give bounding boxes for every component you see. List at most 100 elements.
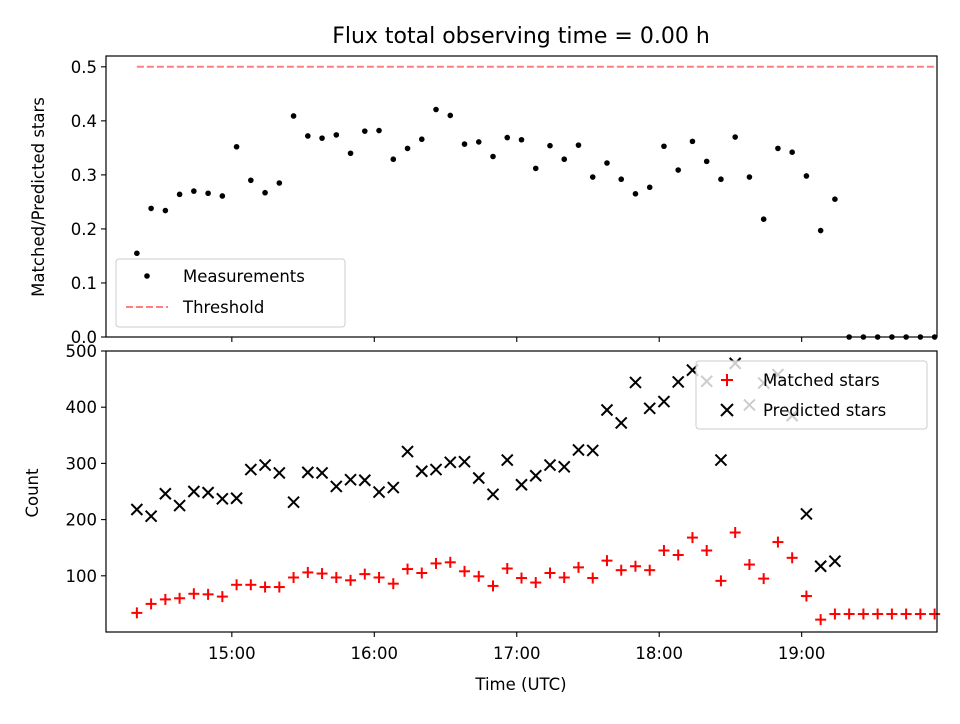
predicted-star-point-b (586, 444, 599, 457)
measurement-point (490, 153, 496, 160)
predicted-star-point (301, 466, 315, 479)
matched-star-point (188, 588, 200, 600)
matched-star-point (615, 564, 627, 576)
matched-star-point (829, 608, 841, 620)
predicted-star-point (671, 375, 685, 389)
matched-star-point (273, 581, 285, 593)
predicted-star-point (387, 481, 400, 494)
predicted-star-point (515, 478, 528, 491)
matched-star-point (886, 608, 898, 620)
predicted-star-point (800, 507, 813, 521)
predicted-star-point-b (216, 492, 229, 506)
predicted-star-point-b (144, 510, 158, 523)
measurement-point (376, 127, 382, 134)
predicted-star-point (615, 416, 628, 430)
count-x-tick-label: 17:00 (493, 644, 541, 663)
count-x-tick-label: 18:00 (635, 644, 683, 663)
measurement-point (191, 188, 197, 194)
ratio-panel: 0.0 0.1 0.2 0.3 0.4 0.5 Matched/Predicted sta… (29, 55, 938, 347)
matched-star-point (629, 560, 641, 572)
matched-stars-legend-marker (721, 374, 733, 386)
predicted-star-point-b (643, 402, 656, 415)
measurement-point (718, 176, 724, 183)
matched-star-point (174, 592, 186, 604)
matched-star-point (259, 581, 271, 593)
count-x-tick-label: 16:00 (351, 644, 399, 663)
measurement-point (148, 205, 154, 212)
measurement-point (333, 132, 340, 138)
measurement-point (276, 180, 283, 186)
predicted-star-point-b (159, 487, 172, 500)
matched-star-point (487, 580, 499, 592)
predicted-star-point (629, 376, 642, 389)
measurement-point (746, 174, 753, 180)
matched-star-point (843, 608, 855, 620)
matched-star-point (914, 608, 926, 620)
predicted-star-point-b (714, 453, 728, 467)
measurement-point (760, 216, 767, 222)
measurement-point (775, 145, 781, 152)
predicted-star-point (230, 492, 243, 505)
matched-star-point (872, 608, 884, 620)
matched-star-point (758, 573, 770, 585)
matched-star-point (572, 561, 584, 573)
matched-star-point (473, 570, 485, 582)
count-y-tick-label: 400 (66, 398, 98, 417)
measurement-point (789, 149, 795, 155)
predicted-star-point (558, 460, 571, 473)
predicted-star-point (600, 403, 614, 417)
ratio-y-ticks: 0.0 0.1 0.2 0.3 0.4 0.5 (71, 58, 106, 347)
predicted-star-point-b (372, 485, 386, 499)
ratio-y-tick-label: 0.3 (71, 166, 97, 185)
ratio-y-axis-label: Matched/Predicted stars (29, 97, 48, 297)
predicted-star-point (657, 395, 671, 408)
predicted-star-point-b (315, 466, 329, 480)
predicted-star-point (159, 487, 172, 500)
predicted-star-point (458, 455, 471, 468)
predicted-star-point-b (671, 375, 685, 389)
predicted-star-point-b (814, 560, 827, 573)
matched-star-point (929, 608, 941, 620)
predicted-star-point-b (486, 488, 500, 501)
matched-star-point (558, 571, 570, 583)
matched-star-point (444, 556, 456, 568)
matched-star-point (516, 572, 527, 584)
predicted-star-point (315, 466, 329, 480)
predicted-star-point (429, 463, 443, 476)
ratio-y-tick-label: 0.5 (71, 58, 97, 77)
predicted-star-point (501, 453, 514, 467)
predicted-star-point (472, 471, 485, 485)
predicted-star-point (828, 554, 842, 568)
measurement-point (176, 191, 183, 198)
predicted-star-point-b (301, 466, 315, 479)
ratio-plot-frame (105, 55, 938, 338)
matched-star-point (145, 598, 157, 610)
matched-star-point (231, 579, 243, 591)
ratio-y-tick-label: 0.4 (71, 112, 97, 131)
measurement-point (319, 135, 325, 141)
count-y-tick-label: 500 (66, 342, 98, 361)
predicted-star-point-b (401, 445, 414, 458)
measurement-point (646, 184, 653, 191)
count-plot-frame (105, 350, 938, 633)
predicted-star-point-b (615, 416, 628, 430)
predicted-star-point (287, 495, 300, 509)
matched-star-point (658, 545, 670, 557)
ratio-marks (134, 65, 938, 340)
predicted-star-point (714, 453, 728, 467)
measurement-point (675, 167, 682, 173)
measurement-point (832, 196, 838, 203)
predicted-star-point-b (415, 465, 428, 478)
measurement-point (305, 133, 311, 139)
matched-star-point (373, 571, 385, 583)
measurement-point (461, 141, 468, 147)
predicted-star-point (401, 445, 414, 458)
predicted-star-point-b (244, 463, 258, 476)
matched-star-point (672, 549, 684, 561)
matched-star-point (544, 567, 556, 579)
measurement-point (803, 173, 810, 179)
count-y-tick-label: 200 (66, 511, 98, 530)
matched-star-point (316, 568, 328, 580)
matched-star-point (245, 579, 257, 591)
predicted-star-point-b (429, 463, 443, 476)
